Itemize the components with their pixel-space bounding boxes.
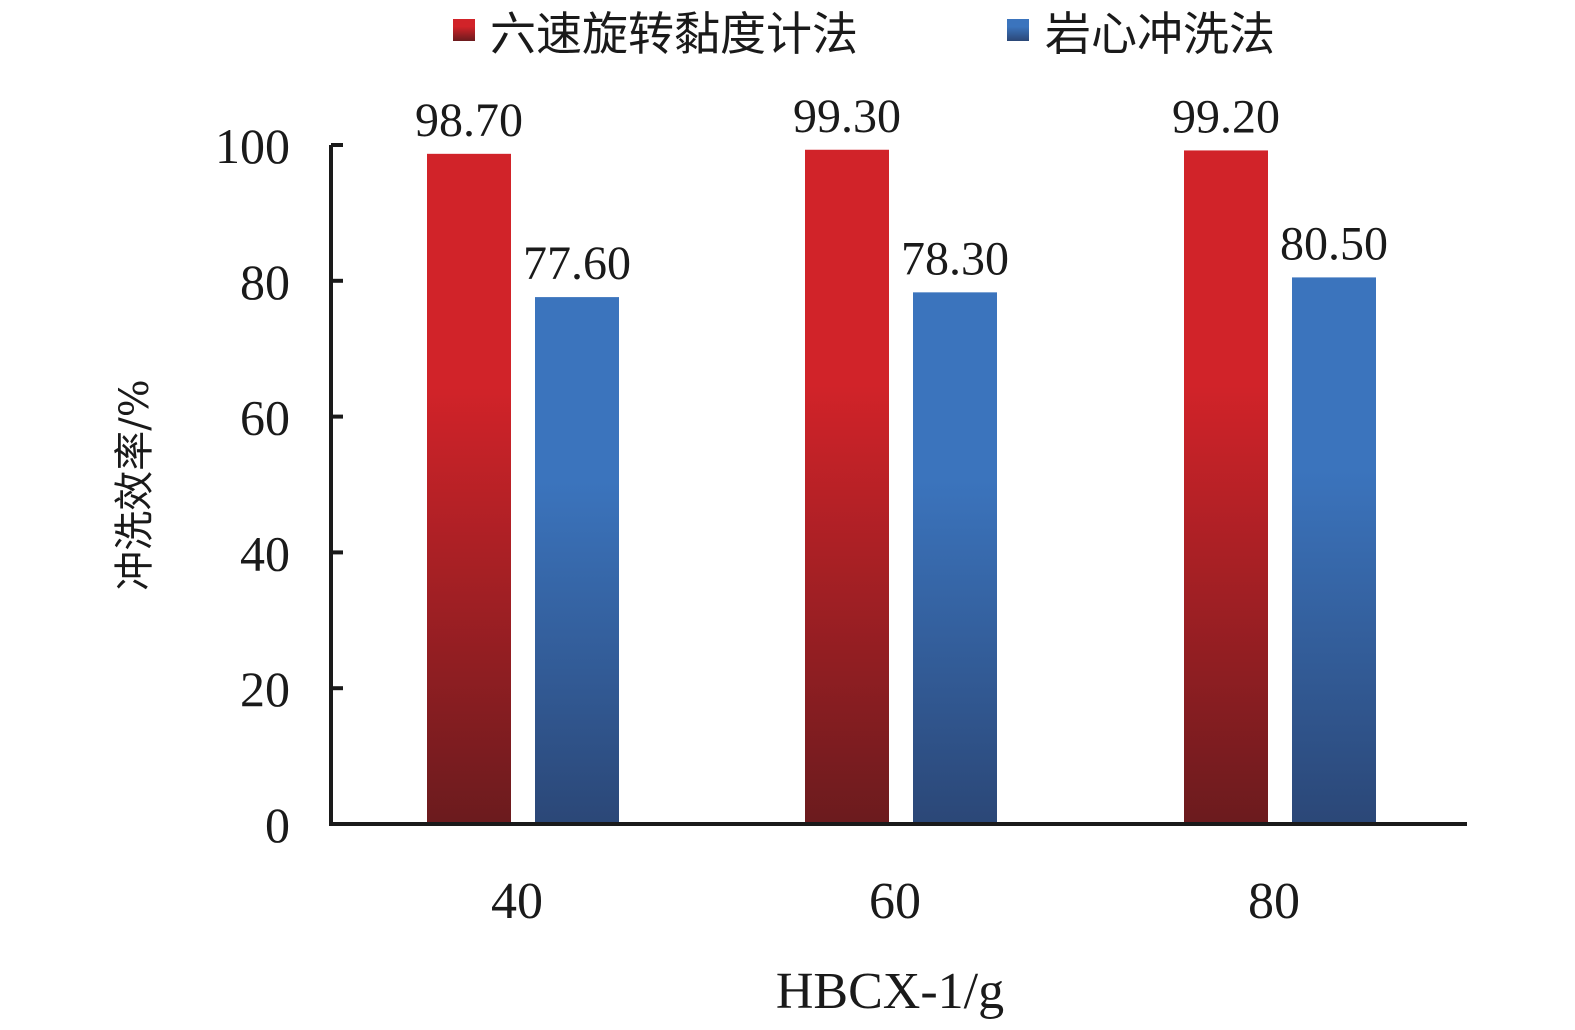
x-tick-label: 60	[869, 873, 921, 930]
legend-swatch-series-2	[1007, 19, 1029, 41]
y-tick-label: 100	[215, 118, 290, 174]
y-tick-label: 80	[240, 254, 290, 310]
y-tick-label: 40	[240, 525, 290, 581]
bar-series-1-40	[427, 153, 511, 824]
bar-series-2-80	[1292, 277, 1376, 824]
x-axis-title: HBCX-1/g	[776, 963, 1004, 1020]
y-axis-title: 冲洗效率/%	[112, 379, 158, 590]
data-label-series-2-40: 77.60	[523, 237, 631, 290]
bar-series-2-40	[535, 297, 619, 824]
data-label-series-1-40: 98.70	[415, 94, 523, 147]
bar-series-1-60	[805, 149, 889, 825]
bars	[427, 149, 1376, 825]
y-tick-label: 0	[265, 797, 290, 853]
y-tick-label: 60	[240, 390, 290, 446]
legend-label-series-1: 六速旋转黏度计法	[490, 7, 858, 61]
y-tick-label: 20	[240, 661, 290, 717]
data-label-series-2-80: 80.50	[1280, 217, 1388, 270]
bar-value-labels: 98.70 77.60 99.30 78.30 99.20 80.50	[415, 90, 1388, 290]
x-axis-ticks: 40 60 80	[491, 873, 1300, 930]
bar-series-2-60	[913, 292, 997, 824]
legend-label-series-2: 岩心冲洗法	[1045, 7, 1275, 61]
bar-series-1-80	[1184, 150, 1268, 824]
x-tick-label: 80	[1248, 873, 1300, 930]
x-tick-label: 40	[491, 873, 543, 930]
legend-swatch-series-1	[453, 19, 475, 41]
y-axis-ticks: 0 20 40 60 80 100	[215, 118, 343, 853]
data-label-series-1-80: 99.20	[1172, 90, 1280, 143]
legend: 六速旋转黏度计法 岩心冲洗法	[453, 7, 1275, 61]
data-label-series-1-60: 99.30	[793, 90, 901, 143]
data-label-series-2-60: 78.30	[901, 232, 1009, 285]
